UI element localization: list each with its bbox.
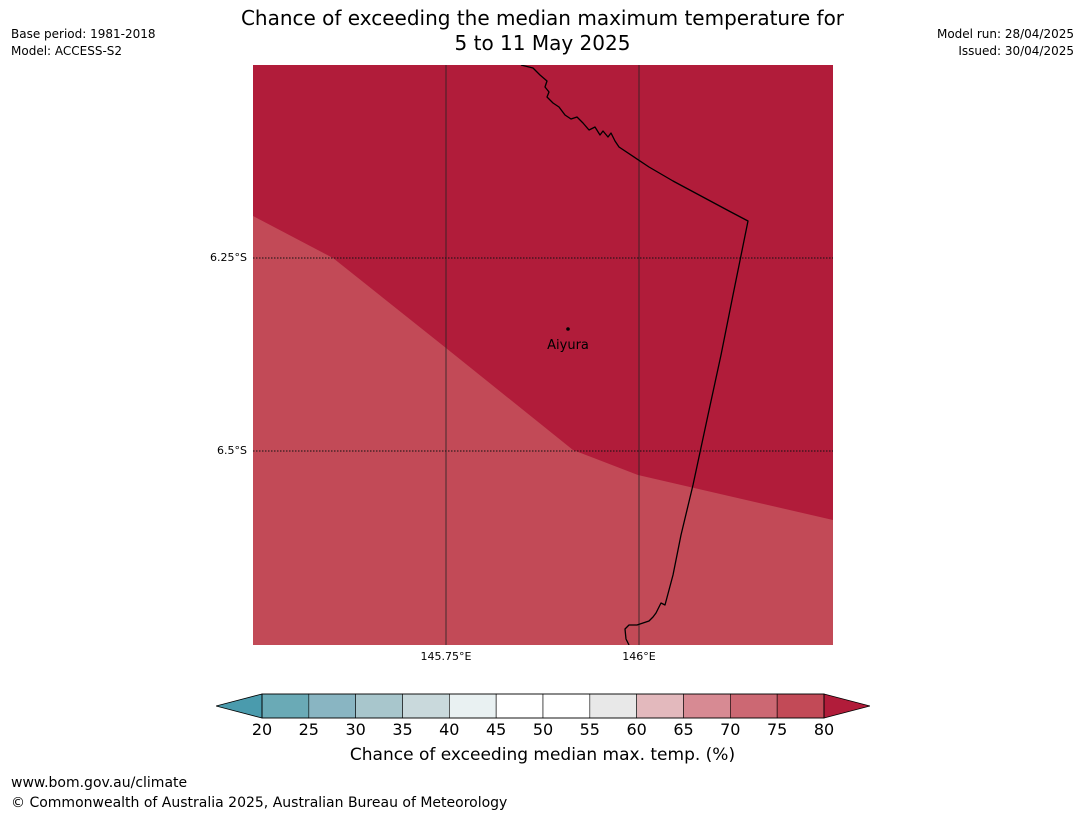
- colorbar-tick-label: 75: [767, 720, 788, 739]
- colorbar-segment: [495, 693, 544, 719]
- site-link[interactable]: www.bom.gov.au/climate: [11, 775, 188, 791]
- colorbar-tick-label: 60: [626, 720, 647, 739]
- colorbar-segment: [776, 693, 825, 719]
- colorbar-segment: [730, 693, 778, 719]
- colorbar-segment: [355, 693, 403, 719]
- coastline: [520, 65, 749, 645]
- title-line-2: 5 to 11 May 2025: [454, 31, 631, 55]
- meta-left: Base period: 1981-2018 Model: ACCESS-S2: [11, 26, 156, 60]
- colorbar-tick-label: 50: [532, 720, 554, 739]
- colorbar-tick-label: 70: [720, 720, 741, 739]
- colorbar-tick-label: 55: [579, 720, 600, 739]
- base-period-text: Base period: 1981-2018: [11, 27, 156, 41]
- colorbar-segment: [636, 693, 684, 719]
- issued-text: Issued: 30/04/2025: [958, 44, 1074, 58]
- colorbar-tick-label: 45: [486, 720, 507, 739]
- forecast-map[interactable]: Aiyura: [253, 65, 833, 645]
- colorbar-tick-label: 30: [345, 720, 366, 739]
- lon-tick-146: 146°E: [622, 650, 656, 663]
- colorbar-tick-label: 65: [673, 720, 694, 739]
- colorbar-high-extension: [823, 693, 870, 719]
- colorbar-title: Chance of exceeding median max. temp. (%…: [349, 745, 736, 765]
- location-marker-aiyura: [566, 327, 570, 331]
- colorbar-segment: [402, 693, 450, 719]
- colorbar-segment: [542, 693, 591, 719]
- colorbar-tick-label: 80: [813, 720, 835, 739]
- lat-tick-6-5: 6.5°S: [217, 444, 247, 457]
- colorbar-frame: [261, 693, 825, 719]
- colorbar-segment: [261, 693, 310, 719]
- title-line-1: Chance of exceeding the median maximum t…: [240, 6, 845, 30]
- model-run-text: Model run: 28/04/2025: [936, 27, 1074, 41]
- colorbar-segment: [308, 693, 356, 719]
- colorbar-segment: [449, 693, 497, 719]
- colorbar-segments: [261, 693, 825, 719]
- meta-right: Model run: 28/04/2025 Issued: 30/04/2025: [937, 26, 1074, 60]
- model-text: Model: ACCESS-S2: [11, 44, 123, 58]
- colorbar-tick-label: 20: [251, 720, 273, 739]
- colorbar-segment: [683, 693, 731, 719]
- colorbar-segment: [589, 693, 637, 719]
- copyright-text: © Commonwealth of Australia 2025, Austra…: [11, 795, 508, 811]
- lon-tick-145-75: 145.75°E: [420, 650, 472, 663]
- colorbar: [216, 693, 870, 719]
- location-label-aiyura: Aiyura: [547, 338, 589, 353]
- colorbar-tick-label: 40: [439, 720, 460, 739]
- map-region-75-80: [253, 216, 833, 645]
- colorbar-tick-label: 25: [298, 720, 319, 739]
- colorbar-tick-label: 35: [392, 720, 413, 739]
- lat-tick-6-25: 6.25°S: [210, 251, 247, 264]
- chart-title: Chance of exceeding the median maximum t…: [0, 6, 1085, 56]
- colorbar-low-extension: [216, 693, 263, 719]
